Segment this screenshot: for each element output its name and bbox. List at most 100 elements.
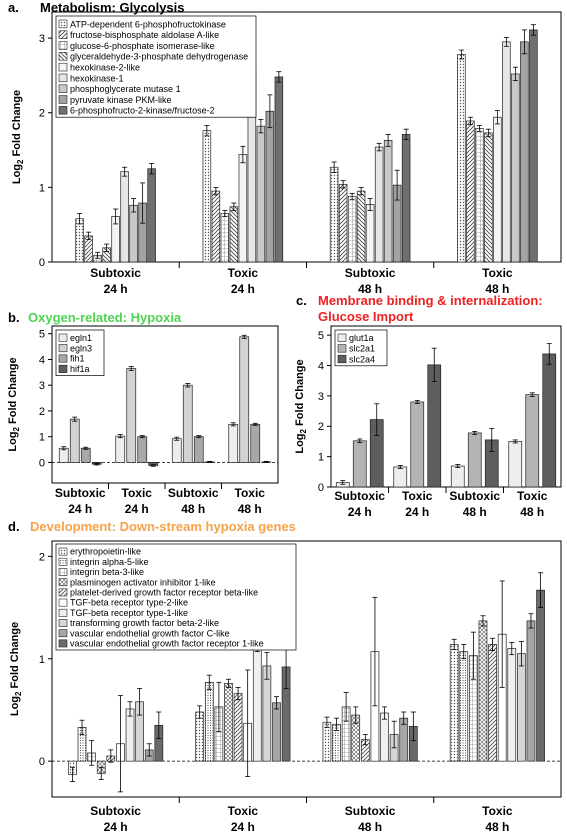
bar: [517, 653, 526, 762]
panel-letter: d.: [8, 519, 20, 534]
y-axis-label-main: Log: [9, 696, 21, 716]
bar: [449, 644, 459, 762]
legend-label: glyceraldehyde-3-phosphate dehydrogenase: [70, 52, 248, 62]
legend-label: hexokinase-1: [70, 73, 124, 83]
bar: [488, 644, 497, 762]
x-category-label: Toxic: [228, 266, 259, 280]
bar: [137, 436, 148, 463]
x-category-sublabel: 24 h: [104, 820, 128, 834]
bar: [365, 204, 375, 263]
y-axis-label-main: Log: [11, 164, 23, 184]
y-tick-label: 1: [39, 654, 45, 666]
bar: [338, 184, 348, 263]
x-category-label: Toxic: [517, 489, 548, 503]
bar: [393, 466, 408, 488]
y-axis-label: Log2 Fold Change: [294, 359, 308, 453]
bar: [120, 171, 129, 263]
legend-swatch: [58, 557, 68, 566]
panel-title: Development: Down-stream hypoxia genes: [30, 519, 296, 534]
legend-label: TGF-beta receptor type-1-like: [70, 608, 188, 618]
legend-label: pyruvate kinase PKM-like: [70, 95, 172, 105]
legend-label: phosphoglycerate mutase 1: [70, 84, 181, 94]
legend-swatch: [58, 41, 68, 50]
x-category-sublabel: 48 h: [520, 505, 544, 519]
legend-label: hif1a: [70, 364, 90, 374]
panel-title-line2: Glucose Import: [318, 309, 414, 324]
legend-label: egln1: [70, 333, 92, 343]
y-axis-label-rest: Fold Change: [294, 359, 306, 429]
legend-swatch: [58, 19, 68, 29]
bar: [147, 168, 156, 263]
legend-swatch: [58, 62, 68, 72]
legend-label: erythropoietin-like: [70, 547, 141, 557]
bar: [383, 140, 393, 263]
bar: [457, 54, 466, 263]
bar: [466, 120, 475, 263]
legend-label: slc2a1: [349, 344, 375, 354]
legend-swatch: [58, 578, 68, 587]
panel-title: Oxygen-related: Hypoxia: [28, 310, 182, 325]
y-tick-label: 4: [39, 354, 45, 366]
panel-letter: c.: [296, 293, 307, 308]
legend-swatch: [58, 333, 68, 342]
x-category-sublabel: 48 h: [358, 820, 382, 834]
x-category-sublabel: 48 h: [358, 282, 382, 296]
y-axis-label: Log2 Fold Change: [9, 622, 23, 716]
legend-label: slc2a4: [349, 354, 375, 364]
bar: [239, 336, 250, 463]
legend-label: fih1: [70, 354, 85, 364]
x-category-label: Subtoxic: [345, 266, 396, 280]
y-axis-label-rest: Fold Change: [7, 357, 19, 427]
y-axis-label-sub: 2: [299, 428, 308, 433]
bar: [204, 681, 214, 762]
x-category-sublabel: 24 h: [348, 505, 372, 519]
x-category-sublabel: 24 h: [125, 502, 149, 516]
x-category-label: Toxic: [482, 804, 513, 818]
x-category-label: Subtoxic: [90, 804, 141, 818]
bar: [220, 213, 230, 263]
bar: [229, 206, 239, 263]
y-tick-label: 5: [318, 330, 324, 342]
bar: [228, 423, 239, 463]
y-tick-label: 3: [39, 380, 45, 392]
y-axis-label-rest: Fold Change: [11, 90, 23, 160]
bar: [529, 29, 538, 263]
legend-swatch: [58, 608, 68, 617]
legend-label: plasminogen activator inhibitor 1-like: [70, 577, 216, 587]
legend-swatch: [58, 95, 68, 104]
y-tick-label: 3: [318, 391, 324, 403]
legend-label: glucose-6-phosphate isomerase-like: [70, 41, 215, 51]
panel-title: Metabolism: Glycolysis: [40, 0, 185, 15]
y-tick-label: 2: [39, 108, 45, 120]
legend-label: egln3: [70, 343, 92, 353]
legend-swatch: [58, 344, 68, 353]
legend-label: glut1a: [349, 333, 374, 343]
bar: [511, 73, 520, 263]
panel-letter: a.: [8, 0, 19, 15]
legend-swatch: [58, 547, 68, 556]
bar: [250, 423, 261, 463]
legend-label: fructose-bisphosphate aldolase A-like: [70, 30, 219, 40]
bar: [126, 368, 137, 463]
legend-swatch: [58, 106, 68, 115]
x-category-sublabel: 24 h: [231, 282, 255, 296]
y-tick-label: 1: [39, 182, 45, 194]
x-category-label: Subtoxic: [168, 486, 219, 500]
bar: [265, 110, 275, 263]
legend-label: vascular endothelial growth factor recep…: [70, 639, 264, 649]
legend-swatch: [58, 30, 68, 39]
bar: [202, 130, 212, 263]
bar: [75, 218, 84, 263]
bar: [129, 204, 138, 263]
bar: [272, 702, 281, 762]
legend-label: 6-phosphofructo-2-kinase/fructose-2: [70, 106, 215, 116]
x-category-label: Toxic: [228, 804, 259, 818]
x-category-label: Toxic: [402, 489, 433, 503]
bar: [80, 447, 91, 463]
y-tick-label: 3: [39, 33, 45, 45]
bar: [256, 125, 266, 263]
